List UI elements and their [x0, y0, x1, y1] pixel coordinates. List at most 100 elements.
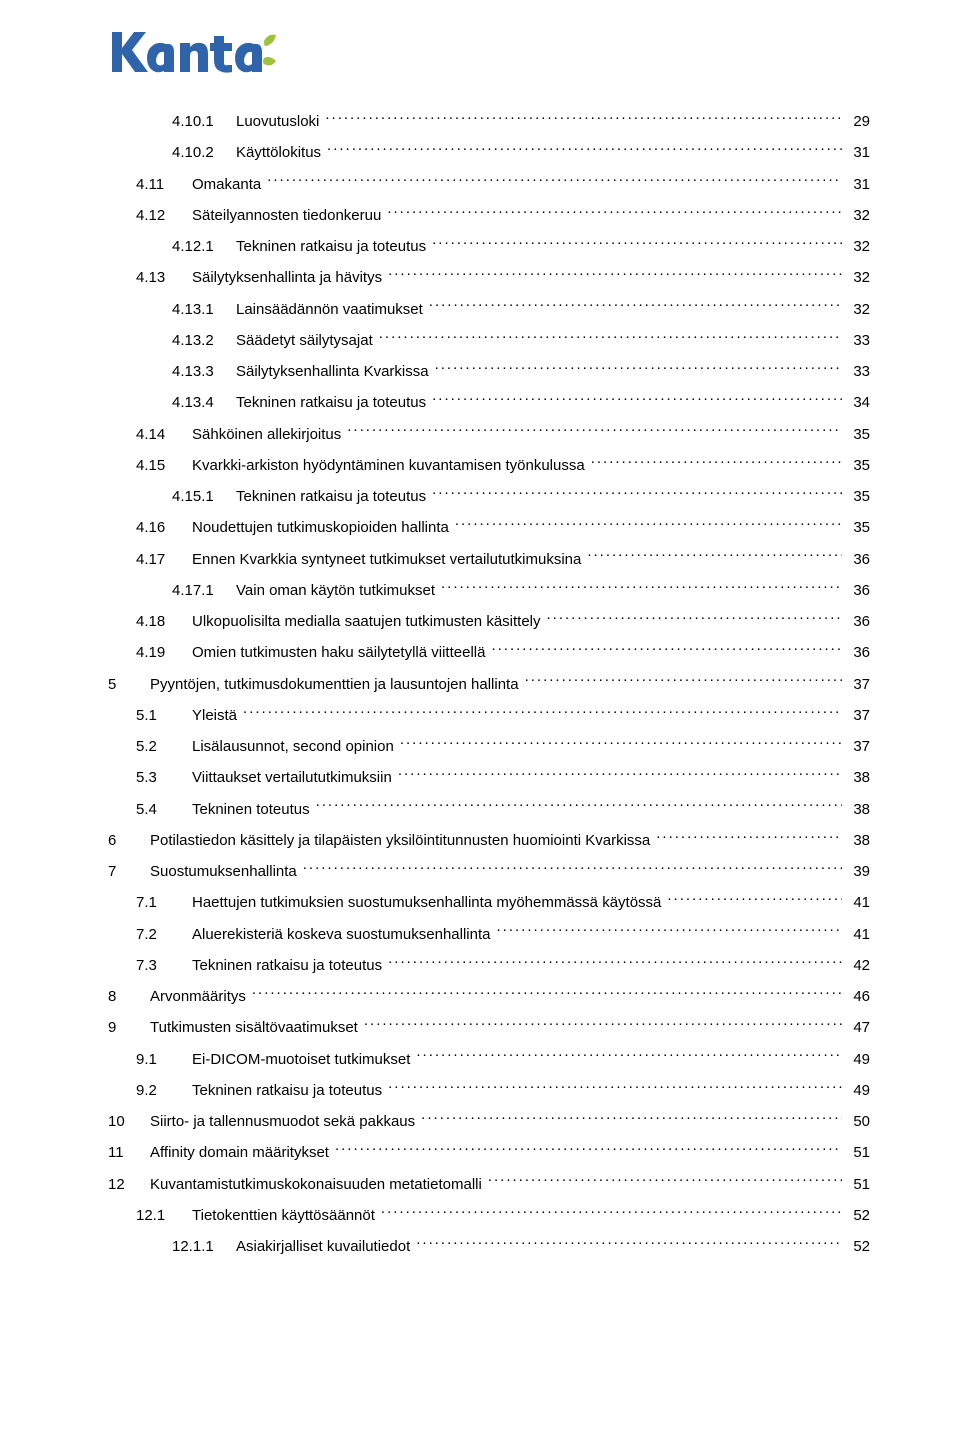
toc-entry-page: 39: [842, 860, 870, 883]
kanta-logo: [108, 28, 870, 76]
toc-entry[interactable]: 6Potilastiedon käsittely ja tilapäisten …: [108, 829, 870, 852]
toc-entry-number: 4.13: [136, 266, 186, 289]
toc-entry[interactable]: 4.12Säteilyannosten tiedonkeruu32: [108, 204, 870, 227]
toc-entry[interactable]: 9Tutkimusten sisältövaatimukset47: [108, 1016, 870, 1039]
toc-entry-title: Kuvantamistutkimuskokonaisuuden metatiet…: [150, 1173, 482, 1196]
toc-entry[interactable]: 4.18Ulkopuolisilta medialla saatujen tut…: [108, 610, 870, 633]
toc-entry[interactable]: 5.3Viittaukset vertailututkimuksiin38: [108, 766, 870, 789]
toc-entry-page: 49: [842, 1048, 870, 1071]
toc-entry[interactable]: 7.1Haettujen tutkimuksien suostumuksenha…: [108, 891, 870, 914]
toc-entry-number: 4.11: [136, 173, 186, 196]
toc-entry[interactable]: 4.17.1Vain oman käytön tutkimukset36: [108, 579, 870, 602]
toc-entry[interactable]: 5.1Yleistä37: [108, 704, 870, 727]
toc-entry[interactable]: 12.1Tietokenttien käyttösäännöt52: [108, 1204, 870, 1227]
toc-leader-dots: [432, 486, 842, 501]
toc-entry[interactable]: 10 Siirto- ja tallennusmuodot sekä pakkau…: [108, 1110, 870, 1133]
toc-leader-dots: [243, 705, 842, 720]
toc-entry[interactable]: 4.10.1Luovutusloki29: [108, 110, 870, 133]
kanta-logo-svg: [108, 28, 278, 76]
toc-entry-number: 4.13.4: [172, 391, 230, 414]
toc-entry[interactable]: 4.13.2Säädetyt säilytysajat33: [108, 329, 870, 352]
toc-entry[interactable]: 12.1.1Asiakirjalliset kuvailutiedot52: [108, 1235, 870, 1258]
toc-entry[interactable]: 5Pyyntöjen, tutkimusdokumenttien ja laus…: [108, 673, 870, 696]
toc-leader-dots: [335, 1142, 842, 1157]
toc-leader-dots: [429, 299, 842, 314]
toc-entry-number: 5.1: [136, 704, 186, 727]
toc-entry-page: 35: [842, 423, 870, 446]
toc-entry-page: 33: [842, 360, 870, 383]
toc-entry[interactable]: 5.4Tekninen toteutus38: [108, 798, 870, 821]
toc-leader-dots: [421, 1111, 842, 1126]
toc-entry-number: 7.2: [136, 923, 186, 946]
toc-leader-dots: [416, 1236, 842, 1251]
toc-entry-number: 7: [108, 860, 144, 883]
toc-entry[interactable]: 9.2 Tekninen ratkaisu ja toteutus 49: [108, 1079, 870, 1102]
toc-entry[interactable]: 7.3Tekninen ratkaisu ja toteutus42: [108, 954, 870, 977]
toc-entry-number: 10: [108, 1110, 144, 1133]
toc-entry-page: 36: [842, 610, 870, 633]
toc-entry[interactable]: 4.10.2Käyttölokitus31: [108, 141, 870, 164]
toc-leader-dots: [416, 1049, 842, 1064]
toc-entry[interactable]: 4.13.4 Tekninen ratkaisu ja toteutus 34: [108, 391, 870, 414]
toc-entry-title: Omakanta: [192, 173, 261, 196]
toc-entry-title: Siirto- ja tallennusmuodot sekä pakkaus: [150, 1110, 415, 1133]
toc-entry-number: 5.3: [136, 766, 186, 789]
toc-entry[interactable]: 7 Suostumuksenhallinta 39: [108, 860, 870, 883]
toc-entry[interactable]: 9.1Ei-DICOM-muotoiset tutkimukset49: [108, 1048, 870, 1071]
toc-entry-title: Säädetyt säilytysajat: [236, 329, 373, 352]
toc-entry-title: Potilastiedon käsittely ja tilapäisten y…: [150, 829, 650, 852]
toc-leader-dots: [455, 517, 842, 532]
toc-entry-title: Tekninen ratkaisu ja toteutus: [236, 391, 426, 414]
toc-entry-page: 38: [842, 766, 870, 789]
toc-entry-title: Säilytyksenhallinta Kvarkissa: [236, 360, 429, 383]
toc-entry-page: 36: [842, 579, 870, 602]
toc-entry-title: Tekninen ratkaisu ja toteutus: [192, 1079, 382, 1102]
toc-entry[interactable]: 7.2Aluerekisteriä koskeva suostumuksenha…: [108, 923, 870, 946]
toc-entry-number: 9: [108, 1016, 144, 1039]
toc-entry[interactable]: 4.13.3Säilytyksenhallinta Kvarkissa33: [108, 360, 870, 383]
toc-entry-page: 52: [842, 1235, 870, 1258]
toc-entry[interactable]: 4.11Omakanta31: [108, 173, 870, 196]
toc-leader-dots: [388, 955, 842, 970]
toc-entry-title: Luovutusloki: [236, 110, 319, 133]
toc-entry-number: 4.18: [136, 610, 186, 633]
toc-leader-dots: [327, 142, 842, 157]
toc-entry-title: Ei-DICOM-muotoiset tutkimukset: [192, 1048, 410, 1071]
toc-entry-number: 8: [108, 985, 144, 1008]
toc-entry-number: 4.15.1: [172, 485, 230, 508]
toc-entry[interactable]: 4.17Ennen Kvarkkia syntyneet tutkimukset…: [108, 548, 870, 571]
toc-entry[interactable]: 4.15Kvarkki-arkiston hyödyntäminen kuvan…: [108, 454, 870, 477]
toc-leader-dots: [667, 892, 842, 907]
toc-entry[interactable]: 4.13.1Lainsäädännön vaatimukset32: [108, 298, 870, 321]
toc-entry-title: Tietokenttien käyttösäännöt: [192, 1204, 375, 1227]
toc-entry-page: 37: [842, 704, 870, 727]
toc-entry[interactable]: 4.16Noudettujen tutkimuskopioiden hallin…: [108, 516, 870, 539]
toc-entry-page: 29: [842, 110, 870, 133]
toc-entry-number: 11: [108, 1141, 144, 1164]
toc-entry[interactable]: 4.14Sähköinen allekirjoitus35: [108, 423, 870, 446]
toc-entry[interactable]: 12Kuvantamistutkimuskokonaisuuden metati…: [108, 1173, 870, 1196]
toc-entry[interactable]: 4.12.1Tekninen ratkaisu ja toteutus32: [108, 235, 870, 258]
toc-entry-title: Sähköinen allekirjoitus: [192, 423, 341, 446]
toc-entry-number: 4.19: [136, 641, 186, 664]
toc-entry[interactable]: 4.13Säilytyksenhallinta ja hävitys32: [108, 266, 870, 289]
toc-entry-page: 41: [842, 891, 870, 914]
toc-entry-title: Suostumuksenhallinta: [150, 860, 297, 883]
toc-leader-dots: [525, 674, 842, 689]
toc-entry[interactable]: 4.15.1Tekninen ratkaisu ja toteutus35: [108, 485, 870, 508]
toc-entry-page: 34: [842, 391, 870, 414]
toc-leader-dots: [547, 611, 842, 626]
toc-entry[interactable]: 11Affinity domain määritykset51: [108, 1141, 870, 1164]
toc-entry[interactable]: 4.19Omien tutkimusten haku säilytetyllä …: [108, 641, 870, 664]
toc-entry[interactable]: 5.2Lisälausunnot, second opinion37: [108, 735, 870, 758]
toc-entry-number: 9.2: [136, 1079, 186, 1102]
toc-entry-page: 51: [842, 1141, 870, 1164]
toc-leader-dots: [488, 1174, 842, 1189]
toc-entry-page: 37: [842, 673, 870, 696]
toc-entry[interactable]: 8Arvonmääritys46: [108, 985, 870, 1008]
toc-entry-page: 51: [842, 1173, 870, 1196]
toc-entry-page: 46: [842, 985, 870, 1008]
toc-entry-page: 49: [842, 1079, 870, 1102]
toc-entry-number: 4.13.2: [172, 329, 230, 352]
toc-leader-dots: [387, 205, 842, 220]
